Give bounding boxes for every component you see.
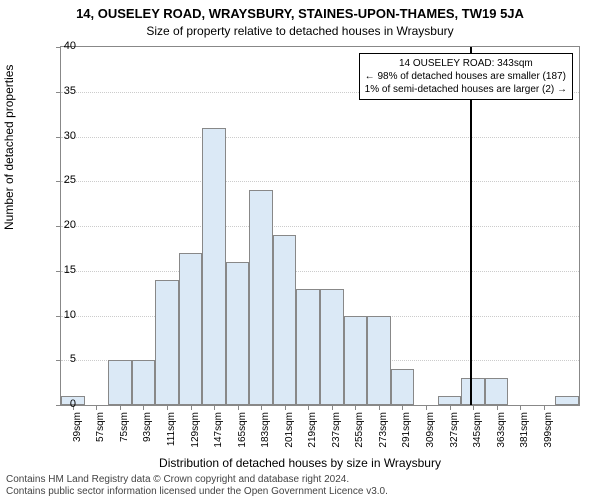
- footer-line2: Contains public sector information licen…: [6, 486, 594, 498]
- xtick-mark: [332, 405, 333, 410]
- histogram-bar: [249, 190, 273, 405]
- gridline: [61, 271, 579, 272]
- histogram-bar: [132, 360, 156, 405]
- xtick-label: 165sqm: [237, 412, 248, 452]
- xtick-label: 327sqm: [449, 412, 460, 452]
- xtick-mark: [285, 405, 286, 410]
- xtick-label: 345sqm: [472, 412, 483, 452]
- footer-attribution: Contains HM Land Registry data © Crown c…: [0, 472, 600, 500]
- xtick-label: 111sqm: [166, 412, 177, 452]
- xtick-label: 273sqm: [378, 412, 389, 452]
- histogram-bar: [461, 378, 485, 405]
- histogram-bar: [320, 289, 344, 405]
- chart-title-address: 14, OUSELEY ROAD, WRAYSBURY, STAINES-UPO…: [0, 6, 600, 21]
- ytick-mark: [56, 226, 61, 227]
- chart-subtitle: Size of property relative to detached ho…: [0, 24, 600, 38]
- xtick-mark: [426, 405, 427, 410]
- histogram-bar: [344, 316, 368, 406]
- ytick-label: 5: [70, 353, 76, 365]
- xtick-mark: [402, 405, 403, 410]
- xtick-label: 39sqm: [72, 412, 83, 452]
- histogram-bar: [485, 378, 509, 405]
- xtick-mark: [96, 405, 97, 410]
- ytick-mark: [56, 181, 61, 182]
- xtick-label: 219sqm: [307, 412, 318, 452]
- histogram-bar: [155, 280, 179, 405]
- ytick-mark: [56, 316, 61, 317]
- highlight-line: [470, 47, 472, 405]
- ytick-label: 40: [64, 40, 76, 52]
- xtick-mark: [214, 405, 215, 410]
- xtick-mark: [308, 405, 309, 410]
- xtick-mark: [379, 405, 380, 410]
- xtick-mark: [450, 405, 451, 410]
- xtick-label: 93sqm: [142, 412, 153, 452]
- ytick-mark: [56, 405, 61, 406]
- xtick-mark: [473, 405, 474, 410]
- footer-line1: Contains HM Land Registry data © Crown c…: [6, 474, 594, 486]
- histogram-bar: [367, 316, 391, 406]
- xtick-label: 255sqm: [354, 412, 365, 452]
- ytick-mark: [56, 360, 61, 361]
- ytick-mark: [56, 271, 61, 272]
- gridline: [61, 181, 579, 182]
- histogram-bar: [438, 396, 462, 405]
- gridline: [61, 226, 579, 227]
- x-axis-label: Distribution of detached houses by size …: [0, 456, 600, 470]
- ytick-mark: [56, 137, 61, 138]
- xtick-label: 183sqm: [260, 412, 271, 452]
- histogram-bar: [226, 262, 250, 405]
- xtick-label: 201sqm: [284, 412, 295, 452]
- xtick-mark: [167, 405, 168, 410]
- histogram-bar: [179, 253, 203, 405]
- histogram-bar: [202, 128, 226, 405]
- xtick-label: 129sqm: [190, 412, 201, 452]
- xtick-mark: [143, 405, 144, 410]
- annotation-box: 14 OUSELEY ROAD: 343sqm← 98% of detached…: [359, 53, 573, 100]
- xtick-mark: [544, 405, 545, 410]
- xtick-label: 363sqm: [496, 412, 507, 452]
- chart-plot-area: 14 OUSELEY ROAD: 343sqm← 98% of detached…: [60, 46, 580, 406]
- xtick-label: 75sqm: [119, 412, 130, 452]
- ytick-label: 10: [64, 309, 76, 321]
- xtick-label: 399sqm: [543, 412, 554, 452]
- histogram-bar: [273, 235, 297, 405]
- ytick-mark: [56, 92, 61, 93]
- xtick-label: 381sqm: [519, 412, 530, 452]
- xtick-label: 309sqm: [425, 412, 436, 452]
- xtick-mark: [520, 405, 521, 410]
- ytick-label: 20: [64, 219, 76, 231]
- ytick-label: 35: [64, 85, 76, 97]
- ytick-label: 30: [64, 130, 76, 142]
- ytick-label: 15: [64, 264, 76, 276]
- ytick-label: 0: [70, 398, 76, 410]
- histogram-bar: [296, 289, 320, 405]
- annotation-line3: 1% of semi-detached houses are larger (2…: [365, 83, 567, 96]
- xtick-label: 291sqm: [401, 412, 412, 452]
- xtick-mark: [191, 405, 192, 410]
- ytick-mark: [56, 47, 61, 48]
- gridline: [61, 137, 579, 138]
- y-axis-label: Number of detached properties: [2, 65, 16, 230]
- ytick-label: 25: [64, 174, 76, 186]
- xtick-mark: [355, 405, 356, 410]
- histogram-bar: [108, 360, 132, 405]
- xtick-label: 237sqm: [331, 412, 342, 452]
- xtick-mark: [261, 405, 262, 410]
- xtick-mark: [238, 405, 239, 410]
- xtick-mark: [497, 405, 498, 410]
- xtick-label: 57sqm: [95, 412, 106, 452]
- annotation-line1: 14 OUSELEY ROAD: 343sqm: [365, 57, 567, 70]
- histogram-bar: [391, 369, 415, 405]
- histogram-bar: [555, 396, 579, 405]
- xtick-label: 147sqm: [213, 412, 224, 452]
- annotation-line2: ← 98% of detached houses are smaller (18…: [365, 70, 567, 83]
- xtick-mark: [120, 405, 121, 410]
